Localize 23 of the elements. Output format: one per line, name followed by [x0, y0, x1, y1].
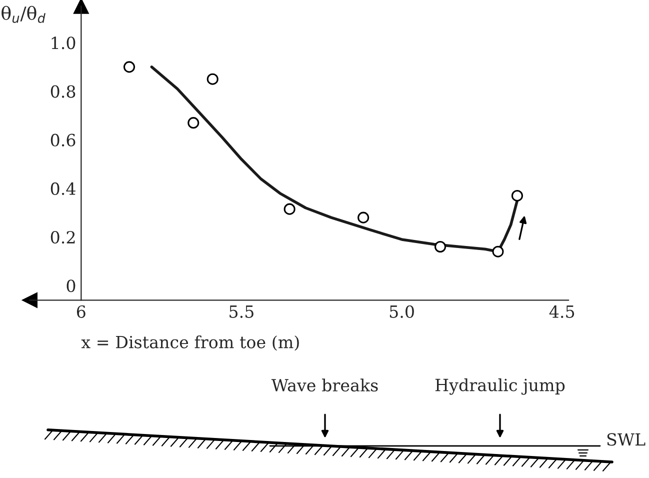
x-tick-label: 4.5: [549, 305, 574, 318]
point: [123, 61, 136, 73]
point: [284, 203, 296, 215]
y-tick-label: 0.8: [50, 85, 76, 98]
y-axis-title: θ$_{u}$/θ$_{d}$: [2, 6, 46, 23]
point: [358, 212, 370, 224]
y-tick-label: 0: [66, 280, 76, 292]
text: Hydraulic jump: [435, 378, 565, 395]
text: SWL: [607, 433, 646, 446]
y-tick-label: 1.0: [52, 36, 76, 50]
y-tick-label: 0.6: [50, 134, 76, 146]
x-tick-label: 6: [76, 305, 86, 318]
y-tick-label: 0.2: [50, 230, 75, 244]
x-tick-label: 5.5: [230, 306, 254, 318]
point: [511, 190, 523, 202]
point: [188, 117, 200, 129]
text: Wave breaks: [271, 378, 378, 392]
point: [434, 240, 446, 253]
point: [206, 73, 218, 85]
x-axis-title: x = Distance from toe (m): [81, 335, 299, 351]
point: [492, 246, 504, 258]
y-tick-label: 0.4: [50, 182, 76, 195]
x-tick-label: 5.0: [390, 305, 414, 318]
